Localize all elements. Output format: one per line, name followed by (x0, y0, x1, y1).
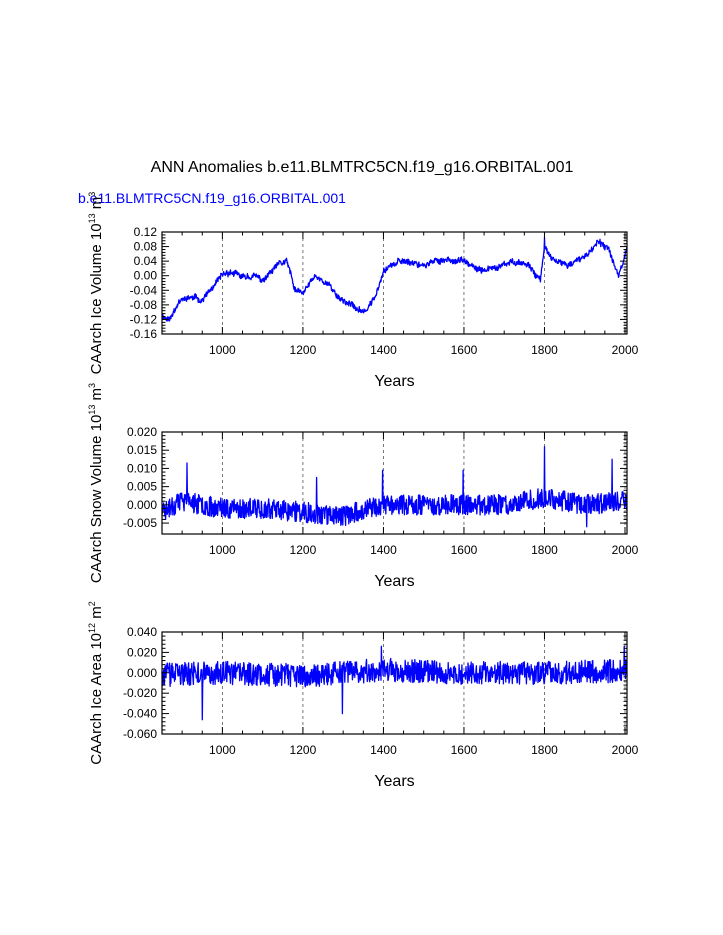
y-tick-label: 0.040 (127, 625, 157, 639)
y-axis-label-ylabel-exp: 12 (87, 623, 97, 633)
y-axis-label-ylabel-unit-exp: 2 (87, 601, 97, 606)
chart-panel-3: 1000 1200 1400 1600 1800 2000 -0.060 -0.040 -0.0… (87, 601, 639, 790)
y-axis-label: CAArch Ice Volume 1013 m3 (87, 192, 105, 375)
plot-frame (161, 231, 628, 335)
panels: 1000 1200 1400 1600 1800 2000-0.16-0.12-0.08-… (87, 192, 639, 790)
y-tick-label: 0.010 (127, 461, 157, 475)
x-tick-label: 1200 (290, 343, 317, 357)
x-tick-label: 1000 (209, 343, 236, 357)
series-line (161, 445, 628, 528)
y-axis-label-ylabel-unit: m (88, 606, 105, 623)
y-tick-label: 0.000 (127, 666, 157, 680)
x-tick-label: 1200 (290, 543, 317, 557)
chart-title: ANN Anomalies b.e11.BLMTRC5CN.f19_g16.OR… (151, 159, 574, 176)
y-tick-label: -0.12 (130, 312, 158, 326)
chart-panel-2: 1000 1200 1400 1600 1800 2000 -0.005 0.000 0.005… (87, 383, 639, 590)
x-tick-label: 1800 (531, 343, 558, 357)
x-tick-label: 1000 (209, 543, 236, 557)
y-axis-label: CAArch Ice Area 1012 m2 (87, 601, 105, 764)
x-tick-label: 1400 (370, 543, 397, 557)
y-tick-label: 0.020 (127, 645, 157, 659)
plot-frame (161, 631, 628, 735)
y-tick-label: -0.060 (123, 727, 157, 741)
x-tick-label: 1000 (209, 743, 236, 757)
y-axis-label-ylabel-unit-exp: 3 (87, 383, 97, 388)
y-axis-label-ylabel-unit-exp: 3 (87, 192, 97, 197)
y-tick-label: 0.00 (134, 269, 158, 283)
plot-frame (161, 431, 628, 535)
y-tick-label: -0.040 (123, 707, 157, 721)
y-axis-label-ylabel-exp: 13 (87, 213, 97, 223)
y-axis-label-ylabel-unit: m (88, 388, 105, 405)
case-label: b.e11.BLMTRC5CN.f19_g16.ORBITAL.001 (78, 190, 346, 206)
y-axis-label-ylabel: CAArch Snow Volume 10 (88, 415, 105, 583)
y-tick-label: 0.08 (134, 240, 158, 254)
y-tick-label: 0.000 (127, 498, 157, 512)
x-axis-label: Years (374, 573, 414, 590)
y-axis-label-ylabel: CAArch Ice Area 10 (88, 633, 105, 765)
x-tick-label: 1600 (451, 543, 478, 557)
y-tick-label: 0.020 (127, 425, 157, 439)
series-line (161, 645, 628, 721)
x-tick-label: 1600 (451, 343, 478, 357)
y-tick-label: -0.005 (123, 516, 157, 530)
chart-panel-1: 1000 1200 1400 1600 1800 2000 -0.16-0.12-0.08-… (87, 192, 639, 390)
y-tick-label: -0.04 (130, 283, 158, 297)
x-tick-label: 2000 (612, 543, 639, 557)
y-tick-label: 0.005 (127, 480, 157, 494)
y-tick-label: -0.16 (130, 327, 158, 341)
y-axis-label: CAArch Snow Volume 1013 m3 (87, 383, 105, 583)
x-tick-label: 1600 (451, 743, 478, 757)
y-tick-label: 0.12 (134, 225, 158, 239)
y-tick-label: -0.020 (123, 686, 157, 700)
series-line (161, 236, 628, 322)
x-tick-label: 1400 (370, 343, 397, 357)
y-tick-label: 0.015 (127, 443, 157, 457)
y-axis-label-ylabel-unit: m (88, 197, 105, 214)
x-axis-label: Years (374, 773, 414, 790)
x-tick-label: 2000 (612, 743, 639, 757)
x-tick-label: 1200 (290, 743, 317, 757)
x-axis-label: Years (374, 373, 414, 390)
x-tick-label: 2000 (612, 343, 639, 357)
x-tick-label: 1800 (531, 743, 558, 757)
y-tick-label: 0.04 (134, 254, 158, 268)
y-tick-label: -0.08 (130, 298, 158, 312)
x-tick-label: 1400 (370, 743, 397, 757)
x-tick-label: 1800 (531, 543, 558, 557)
y-axis-label-ylabel-exp: 13 (87, 405, 97, 415)
y-axis-label-ylabel: CAArch Ice Volume 10 (88, 223, 105, 374)
